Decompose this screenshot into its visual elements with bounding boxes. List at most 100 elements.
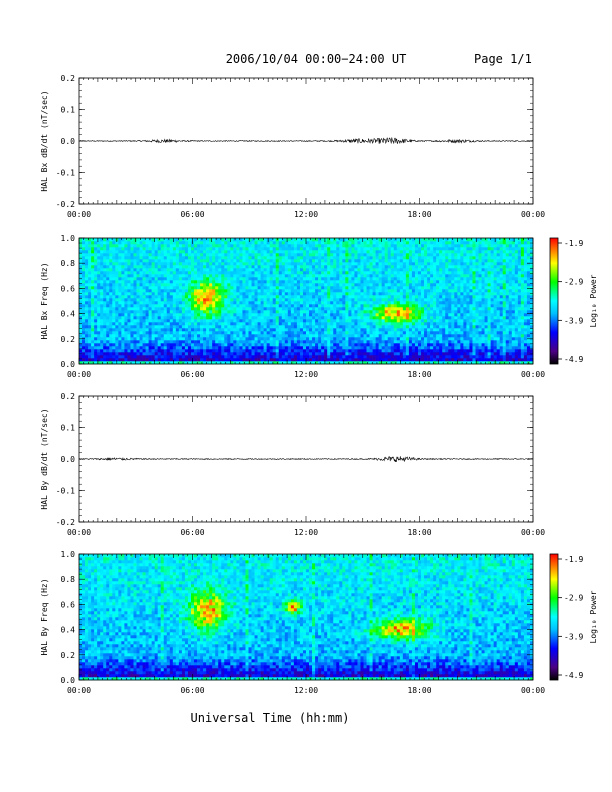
heatmap-cell xyxy=(236,301,240,305)
heatmap-cell xyxy=(145,355,149,359)
heatmap-cell xyxy=(145,262,149,266)
heatmap-cell xyxy=(103,301,107,305)
heatmap-cell xyxy=(218,301,222,305)
heatmap-cell xyxy=(366,265,370,269)
heatmap-cell xyxy=(233,256,237,260)
heatmap-cell xyxy=(351,298,355,302)
heatmap-cell xyxy=(357,253,361,257)
heatmap-cell xyxy=(85,262,89,266)
heatmap-cell xyxy=(109,259,113,263)
heatmap-cell xyxy=(339,328,343,332)
heatmap-cell xyxy=(245,256,249,260)
heatmap-cell xyxy=(402,340,407,344)
heatmap-cell xyxy=(296,280,301,284)
heatmap-cell xyxy=(127,286,131,290)
heatmap-cell xyxy=(281,280,286,284)
heatmap-cell xyxy=(160,238,165,242)
heatmap-cell xyxy=(215,274,219,278)
heatmap-cell xyxy=(127,268,131,272)
heatmap-cell xyxy=(184,295,189,299)
heatmap-cell xyxy=(369,361,373,365)
heatmap-cell xyxy=(278,355,283,359)
heatmap-cell xyxy=(118,271,122,275)
heatmap-cell xyxy=(160,340,165,344)
heatmap-cell xyxy=(172,316,177,320)
heatmap-cell xyxy=(381,268,385,272)
heatmap-cell xyxy=(275,271,280,275)
heatmap-cell xyxy=(94,304,98,308)
heatmap-cell xyxy=(194,352,198,356)
heatmap-cell xyxy=(187,271,192,275)
heatmap-cell xyxy=(360,238,364,242)
heatmap-cell xyxy=(357,241,361,245)
heatmap-cell xyxy=(342,355,346,359)
heatmap-cell xyxy=(275,346,280,350)
heatmap-cell xyxy=(342,298,346,302)
heatmap-cell xyxy=(82,274,86,278)
heatmap-cell xyxy=(154,265,158,269)
heatmap-cell xyxy=(157,271,162,275)
heatmap-cell xyxy=(215,334,219,338)
heatmap-cell xyxy=(166,253,171,257)
heatmap-cell xyxy=(139,337,143,341)
heatmap-cell xyxy=(333,334,337,338)
heatmap-cell xyxy=(79,331,83,335)
heatmap-cell xyxy=(109,283,113,287)
heatmap-cell xyxy=(163,259,168,263)
heatmap-cell xyxy=(230,289,234,293)
heatmap-cell xyxy=(372,241,376,245)
heatmap-cell xyxy=(321,328,325,332)
heatmap-cell xyxy=(324,325,328,329)
heatmap-cell xyxy=(218,325,222,329)
heatmap-cell xyxy=(187,307,192,311)
heatmap-cell xyxy=(333,346,337,350)
heatmap-cell xyxy=(227,241,231,245)
heatmap-cell xyxy=(296,292,301,296)
heatmap-cell xyxy=(299,253,304,257)
heatmap-cell xyxy=(187,304,192,308)
heatmap-cell xyxy=(306,277,310,281)
heatmap-cell xyxy=(136,334,140,338)
heatmap-cell xyxy=(245,337,249,341)
heatmap-cell xyxy=(248,343,252,347)
heatmap-cell xyxy=(94,241,98,245)
heatmap-cell xyxy=(360,283,364,287)
heatmap-cell xyxy=(227,268,231,272)
heatmap-cell xyxy=(324,349,328,353)
heatmap-cell xyxy=(312,280,316,284)
heatmap-cell xyxy=(181,310,186,314)
heatmap-cell xyxy=(121,349,125,353)
heatmap-cell xyxy=(378,253,382,257)
heatmap-cell xyxy=(194,250,198,254)
heatmap-cell xyxy=(275,325,280,329)
heatmap-cell xyxy=(166,301,171,305)
heatmap-cell xyxy=(169,253,174,257)
heatmap-cell xyxy=(230,331,234,335)
heatmap-cell xyxy=(79,349,83,353)
heatmap-cell xyxy=(372,280,376,284)
heatmap-cell xyxy=(79,325,83,329)
heatmap-cell xyxy=(166,244,171,248)
heatmap-cell xyxy=(378,334,382,338)
heatmap-cell xyxy=(396,349,401,353)
heatmap-cell xyxy=(94,253,98,257)
heatmap-cell xyxy=(100,283,104,287)
heatmap-cell xyxy=(172,301,177,305)
heatmap-cell xyxy=(127,259,131,263)
heatmap-cell xyxy=(272,241,277,245)
heatmap-cell xyxy=(411,277,416,281)
heatmap-cell xyxy=(309,250,313,254)
heatmap-cell xyxy=(109,316,113,320)
heatmap-cell xyxy=(269,301,274,305)
heatmap-cell xyxy=(330,352,334,356)
heatmap-cell xyxy=(88,271,92,275)
heatmap-cell xyxy=(348,316,352,320)
heatmap-cell xyxy=(103,346,107,350)
heatmap-cell xyxy=(221,346,225,350)
heatmap-cell xyxy=(203,361,207,365)
heatmap-cell xyxy=(369,331,373,335)
heatmap-cell xyxy=(106,250,110,254)
heatmap-cell xyxy=(100,244,104,248)
heatmap-cell xyxy=(372,337,376,341)
heatmap-cell xyxy=(100,322,104,326)
